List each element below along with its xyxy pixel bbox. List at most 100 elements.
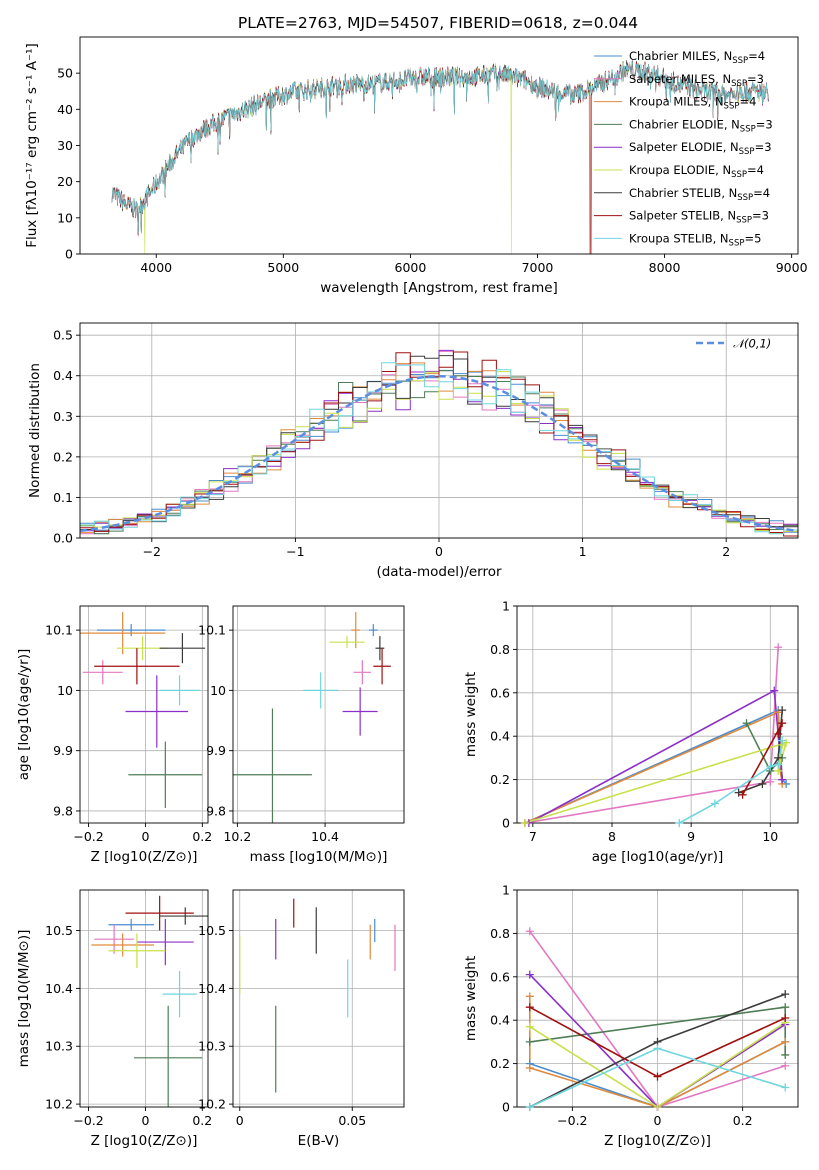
error-bar-point [159,675,200,706]
legend-label: Kroupa STELIB, NSSP=5 [629,231,761,248]
weight-line [528,689,783,823]
y-tick-label: 10.1 [45,623,73,638]
legend-label: Salpeter ELODIE, NSSP=3 [629,140,772,157]
plot-area [91,895,208,1107]
error-bar-point [159,907,208,925]
x-axis-label: Z [log10(Z/Z⊙)] [604,1133,711,1149]
error-bar-point [108,933,166,969]
spectrum-line [111,61,769,234]
legend-label: Kroupa MILES, NSSP=4 [629,95,756,112]
x-axis-label: Z [log10(Z/Z⊙)] [91,849,198,865]
x-tick-label: 9 [687,829,695,844]
plot-area [80,612,206,808]
weight-line [524,711,783,823]
histogram-step [80,362,798,535]
y-axis-label: Flux [fλ10⁻¹⁷ erg cm⁻² s⁻¹ A⁻¹] [24,43,40,248]
weight-marker [774,643,783,652]
legend-label: Salpeter STELIB, NSSP=3 [629,209,769,226]
panel-mass-vs-EBV: 0 0.05 10.2 10.3 10.4 10.5 E(B-V) [198,889,405,1149]
y-tick-label: 0.4 [490,1013,510,1028]
y-tick-label: 0 [502,816,510,831]
x-tick-label: 0.2 [733,1113,753,1128]
weight-marker [675,819,684,827]
weight-line [529,974,786,1107]
error-bar-point [342,687,378,736]
y-tick-label: 9.8 [53,803,73,818]
y-tick-label: 0 [502,1100,510,1115]
axes-frame [516,605,799,824]
y-tick-label: 30 [57,138,73,153]
histogram-step [80,371,798,534]
y-tick-label: 10.4 [198,981,226,996]
plot-area [80,349,798,537]
axes-frame [79,889,209,1108]
legend-label: Chabrier ELODIE, NSSP=3 [629,117,773,134]
y-tick-label: 0.2 [53,449,73,464]
weight-line [529,996,786,1107]
weight-marker [781,1083,790,1092]
figure-title: PLATE=2763, MJD=54507, FIBERID=0618, z=0… [238,14,638,32]
x-tick-label: 0 [141,829,149,844]
weight-marker [738,790,747,799]
x-axis-label: Z [log10(Z/Z⊙)] [91,1133,198,1149]
y-tick-label: 9.8 [206,803,226,818]
weight-marker [525,992,534,1001]
x-tick-label: −2 [143,544,161,559]
y-tick-label: 9.9 [206,743,226,758]
weight-line [529,1021,786,1107]
x-tick-label: 0.2 [192,829,212,844]
x-tick-label: −0.2 [73,1113,103,1128]
y-tick-label: 0 [65,247,73,262]
y-tick-label: 1 [502,883,510,898]
error-bar-point [159,633,206,664]
x-tick-label: 2 [722,544,730,559]
weight-marker [778,706,787,715]
x-axis-label: age [log10(age/yr)] [592,849,724,865]
x-tick-label: 0 [435,544,443,559]
y-axis-label: mass weight [463,672,479,757]
y-tick-label: 0.2 [490,1056,510,1071]
error-bar-point [125,895,194,931]
weight-marker [781,1061,790,1070]
y-tick-label: 10.4 [45,981,73,996]
weight-line [524,647,779,823]
legend: 𝒩(0,1) [696,337,771,351]
y-tick-label: 0.6 [490,685,510,700]
legend: Chabrier MILES, NSSP=4 Salpeter MILES, NS… [594,49,773,248]
x-tick-label: −0.2 [557,1113,587,1128]
weight-line [529,930,786,1107]
y-tick-label: 10.5 [198,923,226,938]
error-bar-point [303,672,339,709]
legend-label: Chabrier MILES, NSSP=4 [629,49,765,66]
x-tick-label: 9000 [776,260,808,275]
x-tick-label: 6000 [395,260,427,275]
y-tick-label: 0.3 [53,409,73,424]
y-tick-label: 10 [57,683,73,698]
y-tick-label: 0.0 [53,531,73,546]
y-axis-label: mass [log10(M/M⊙)] [16,930,32,1068]
weight-marker [525,1103,534,1111]
y-tick-label: 1 [502,599,510,614]
weight-marker [520,819,529,827]
weight-marker [781,1050,790,1059]
weight-marker [778,736,787,745]
x-axis-label: E(B-V) [298,1133,340,1149]
weight-marker [774,760,783,769]
y-tick-label: 20 [57,174,73,189]
axes-frame [232,605,405,824]
y-tick-label: 0.1 [53,490,73,505]
x-tick-label: 7 [529,829,537,844]
error-bar-point [233,708,312,823]
y-tick-label: 0.8 [490,642,510,657]
error-bar-point [373,648,391,685]
x-tick-label: 1 [579,544,587,559]
weight-marker [766,762,775,771]
x-tick-label: 0.05 [338,1113,366,1128]
y-tick-label: 10.2 [45,1097,73,1112]
weight-marker [525,970,534,979]
weight-marker [653,1072,662,1081]
y-tick-label: 0.2 [490,772,510,787]
x-tick-label: 10 [762,829,778,844]
y-tick-label: 0.4 [53,368,73,383]
error-bar-point [82,660,123,685]
